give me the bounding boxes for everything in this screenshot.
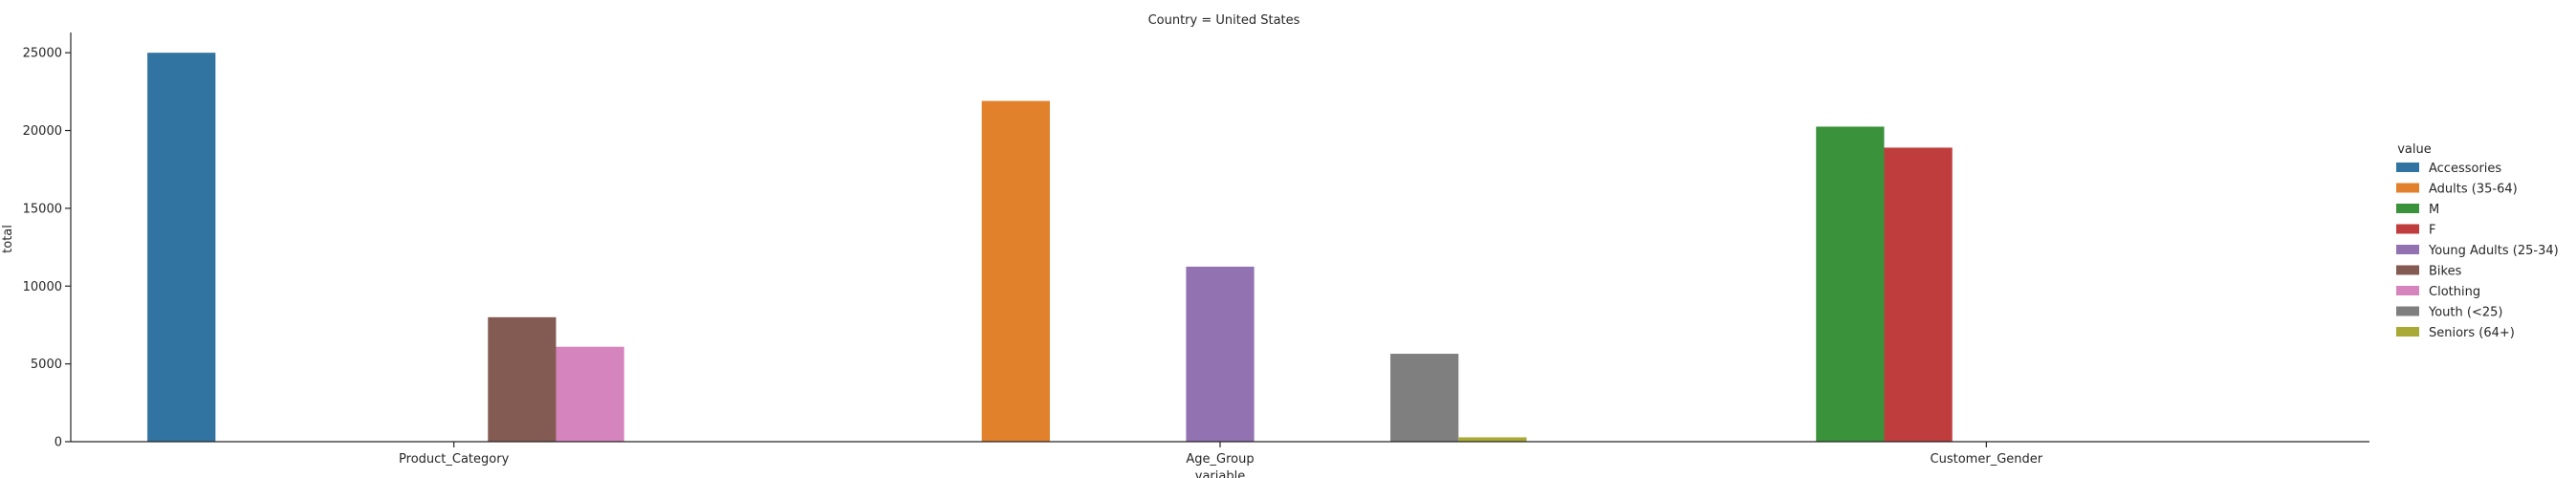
legend-swatch-bikes (2396, 265, 2419, 275)
y-tick-label: 0 (55, 436, 62, 450)
bar-youth-25-age-group (1390, 354, 1459, 442)
y-tick-label: 10000 (23, 280, 62, 294)
bar-accessories-product-category (147, 53, 216, 442)
y-tick-label: 20000 (23, 124, 62, 139)
legend-label-f: F (2429, 224, 2435, 238)
legend-title: value (2397, 142, 2432, 157)
bar-m-customer-gender (1816, 126, 1885, 442)
bar-bikes-product-category (488, 316, 557, 442)
y-tick-label: 5000 (31, 358, 62, 372)
x-axis: Product_Category Age_Group Customer_Gender (71, 441, 2369, 467)
bar-f-customer-gender (1884, 147, 1953, 442)
x-tick-label-age-group: Age_Group (1186, 452, 1254, 467)
y-tick-label: 15000 (23, 202, 62, 216)
legend-swatch-adults-35-64 (2396, 183, 2419, 193)
y-tick-label: 25000 (23, 47, 62, 61)
legend-label-clothing: Clothing (2429, 285, 2480, 299)
legend: value Accessories Adults (35-64) MF Young A… (2396, 142, 2559, 340)
y-axis-title: total (1, 225, 15, 253)
legend-label-bikes: Bikes (2429, 265, 2462, 279)
bar-young-adults-25-34-age-group (1186, 266, 1255, 442)
y-axis: 0 5000 10000 15000 20000 25000 (23, 33, 72, 450)
legend-swatch-accessories (2396, 163, 2419, 172)
legend-label-m: M (2429, 203, 2439, 217)
legend-label-young-adults-25-34: Young Adults (25-34) (2428, 244, 2559, 258)
legend-swatch-seniors-64 (2396, 327, 2419, 337)
legend-swatch-f (2396, 224, 2419, 234)
bar-adults-35-64-age-group (981, 100, 1050, 442)
legend-label-youth-25: Youth (<25) (2428, 306, 2502, 320)
bar-seniors-64-age-group (1458, 437, 1527, 442)
legend-swatch-youth-25 (2396, 306, 2419, 316)
x-tick-label-product-category: Product_Category (399, 452, 510, 467)
bar-clothing-product-category (556, 346, 624, 442)
legend-swatch-m (2396, 204, 2419, 213)
legend-swatch-young-adults-25-34 (2396, 245, 2419, 254)
plot-area (147, 53, 1953, 442)
legend-label-seniors-64: Seniors (64+) (2429, 326, 2515, 340)
legend-label-adults-35-64: Adults (35-64) (2429, 183, 2518, 197)
x-tick-label-customer-gender: Customer_Gender (1931, 452, 2043, 467)
x-axis-title: variable (1195, 469, 1245, 478)
legend-label-accessories: Accessories (2429, 162, 2501, 176)
chart-title: Country = United States (1148, 13, 1300, 28)
legend-swatch-clothing (2396, 286, 2419, 295)
